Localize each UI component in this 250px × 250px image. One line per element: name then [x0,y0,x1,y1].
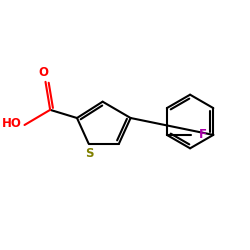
Text: S: S [86,147,94,160]
Text: F: F [199,128,207,141]
Text: HO: HO [2,117,21,130]
Text: O: O [38,66,48,80]
